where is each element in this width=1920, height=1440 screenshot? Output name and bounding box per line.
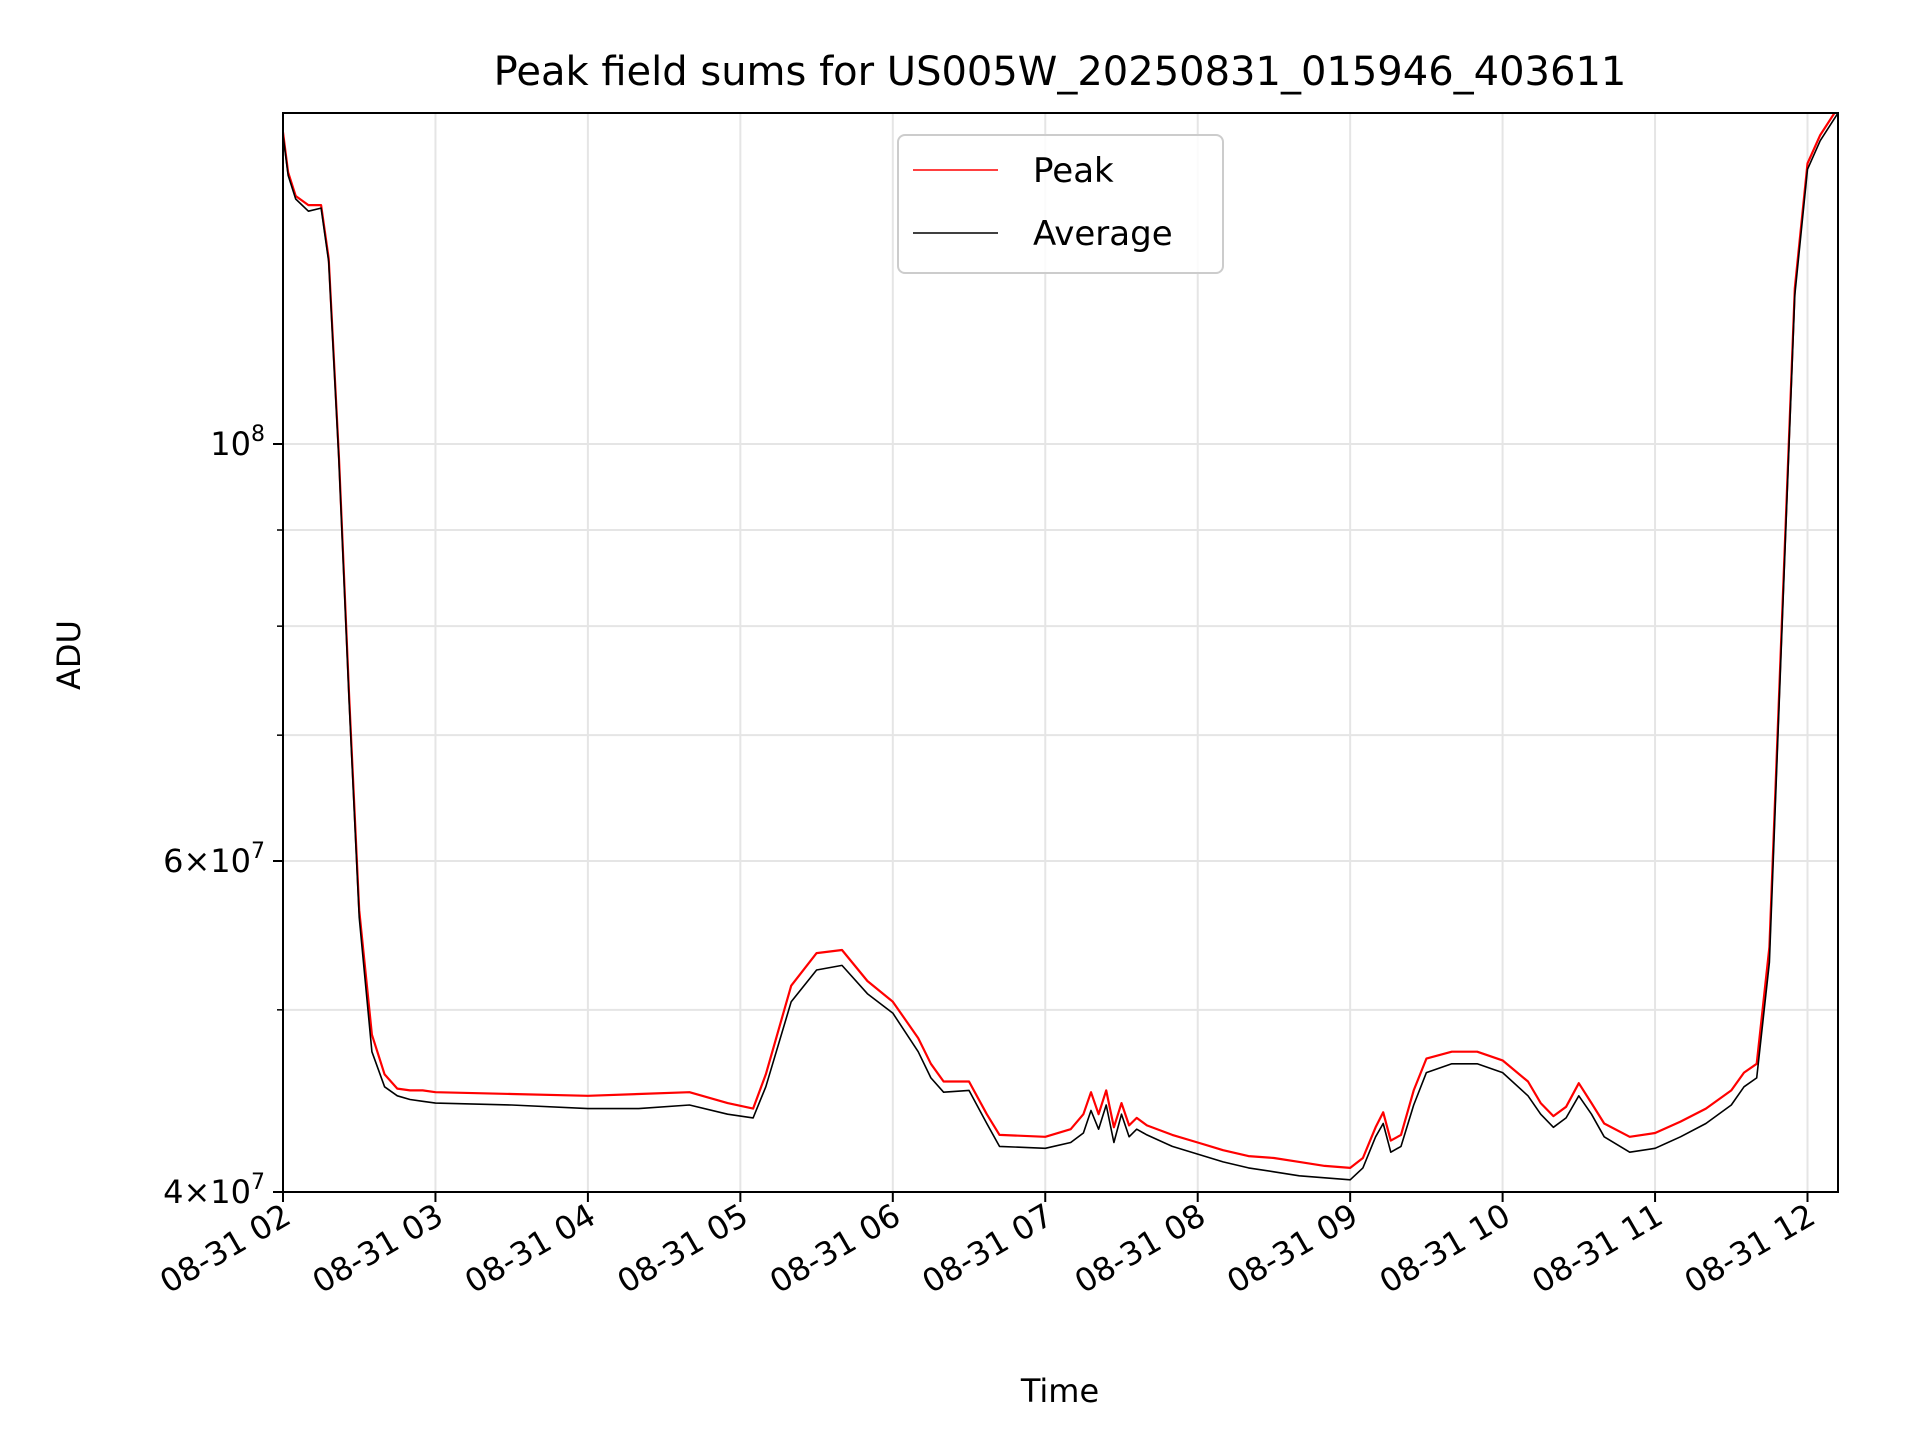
y-tick-label: 4×107 bbox=[163, 1170, 265, 1211]
series-group bbox=[283, 113, 1838, 1181]
y-axis-label: ADU bbox=[50, 620, 88, 690]
series-line-peak bbox=[283, 113, 1836, 1170]
series-line-average bbox=[283, 113, 1838, 1181]
chart-title: Peak field sums for US005W_20250831_0159… bbox=[494, 49, 1627, 95]
legend-label-average: Average bbox=[1033, 214, 1173, 254]
y-tick-label: 108 bbox=[210, 422, 265, 463]
y-tick-label: 6×107 bbox=[163, 839, 265, 880]
legend-label-peak: Peak bbox=[1033, 151, 1114, 191]
legend: Peak Average bbox=[897, 134, 1224, 274]
plot-frame bbox=[282, 112, 1839, 1193]
x-axis-label: Time bbox=[1020, 1372, 1099, 1410]
